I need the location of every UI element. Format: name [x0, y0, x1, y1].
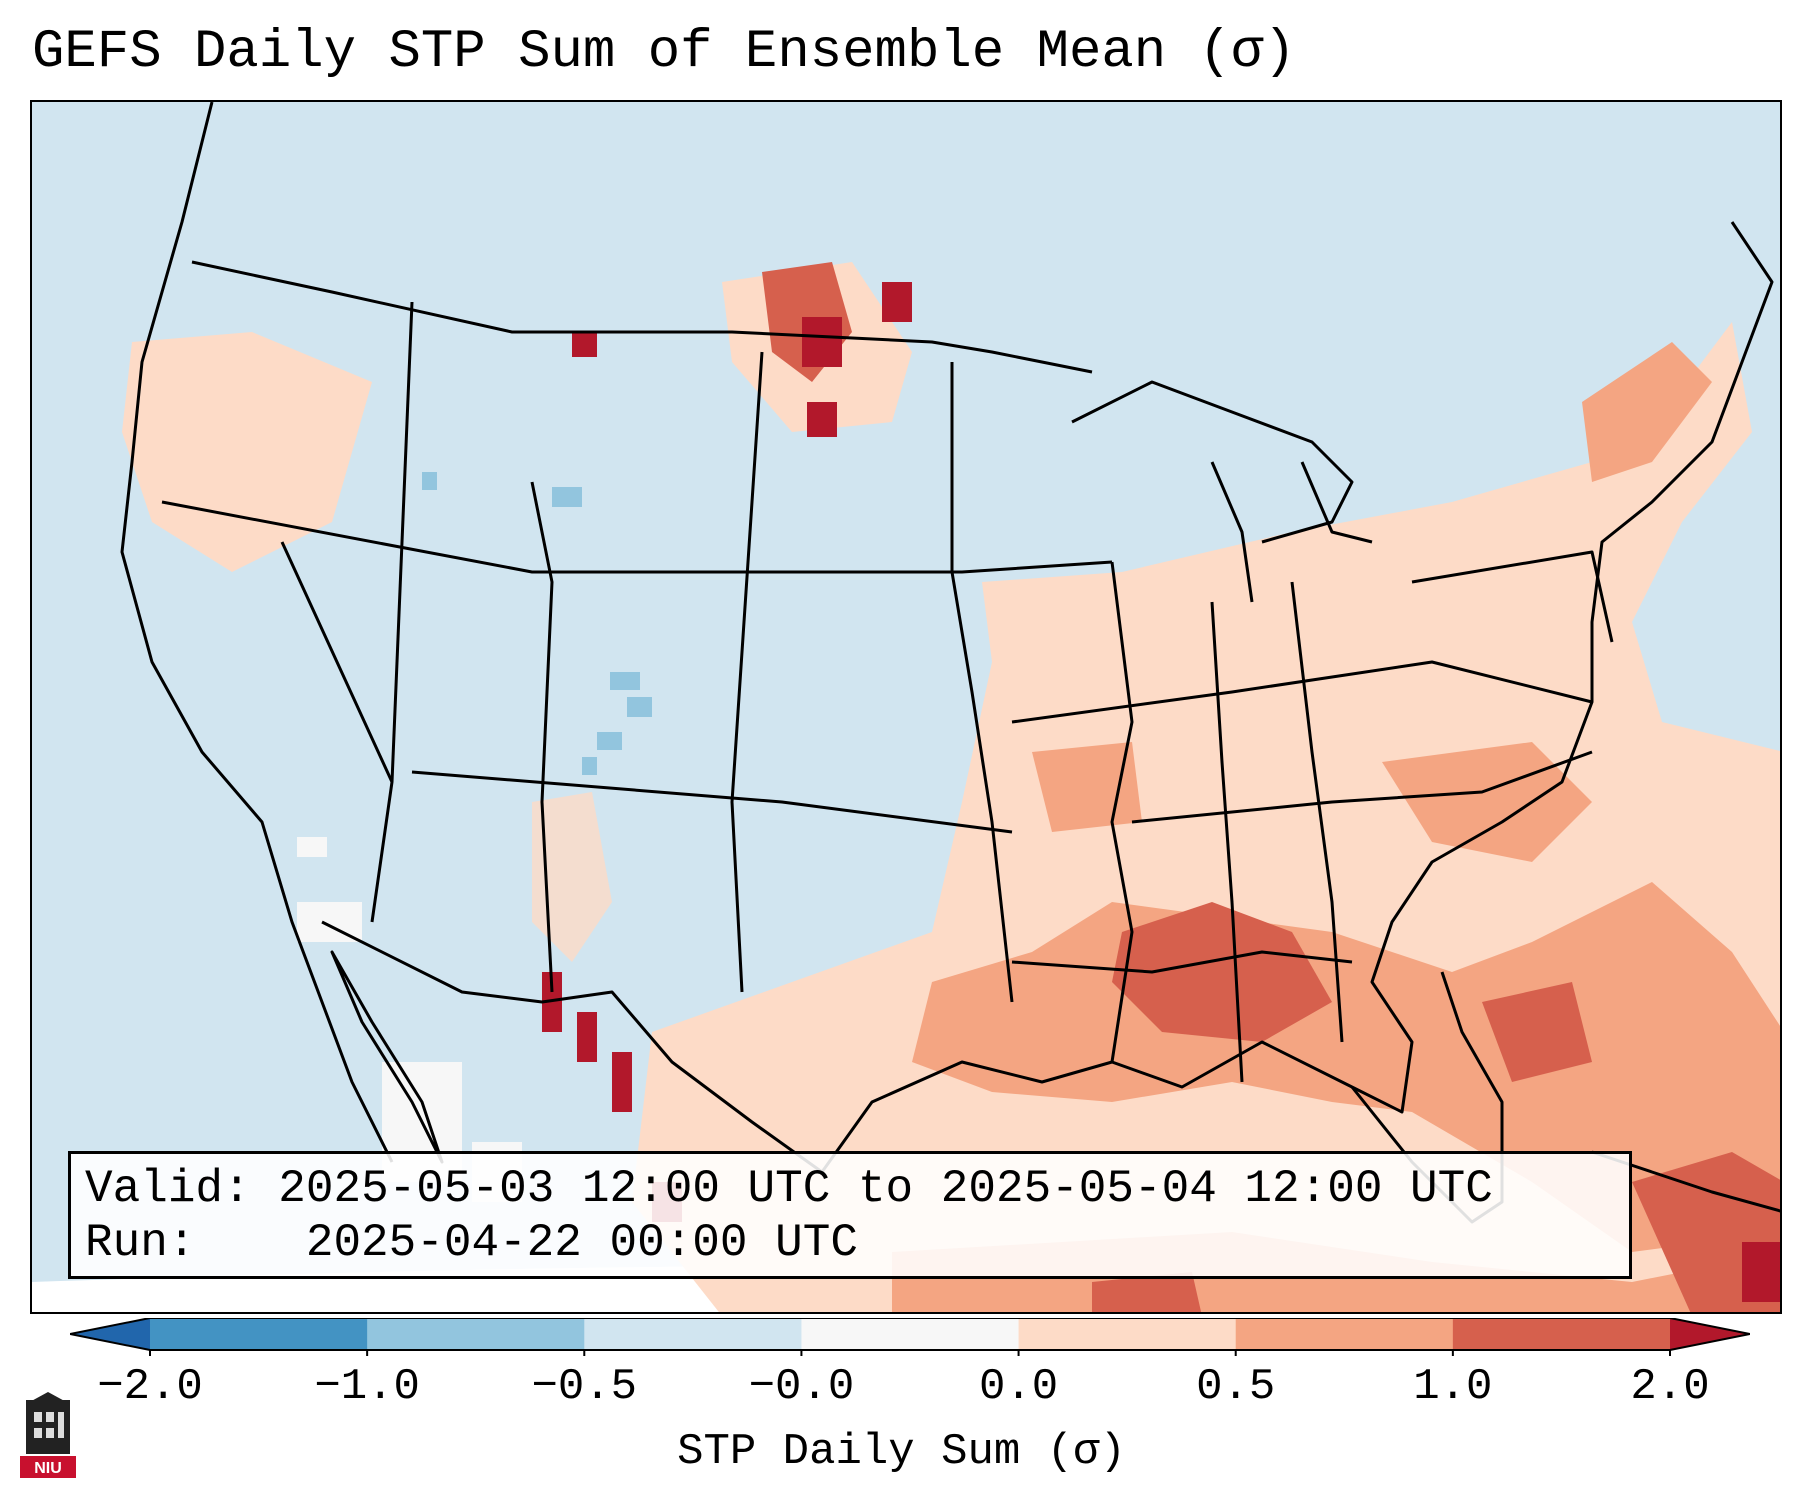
map-panel — [30, 100, 1782, 1314]
valid-run-info-box: Valid: 2025-05-03 12:00 UTC to 2025-05-0… — [68, 1151, 1632, 1279]
valid-time: 2025-05-03 12:00 UTC to 2025-05-04 12:00… — [278, 1163, 1493, 1215]
colorbar-tick-label: 0.5 — [1196, 1362, 1276, 1412]
colorbar-bin — [367, 1318, 585, 1350]
colorbar-outline — [70, 1318, 1750, 1351]
run-label: Run: — [85, 1217, 196, 1269]
niu-logo: NIU — [20, 1392, 76, 1478]
colorbar-tick-label: 0.0 — [978, 1362, 1059, 1412]
colorbar-bin — [1235, 1318, 1454, 1350]
colorbar-bin — [1018, 1318, 1237, 1350]
colorbar-tick-label: −0.5 — [531, 1362, 638, 1412]
stp-negative-spots — [422, 472, 652, 775]
colorbar — [70, 1318, 1750, 1356]
colorbar-tick-label: 2.0 — [1630, 1362, 1710, 1412]
colorbar-extend-below — [70, 1318, 150, 1350]
colorbar-bin — [801, 1318, 1020, 1350]
coastlines-and-borders — [120, 102, 1780, 1224]
valid-label: Valid: — [85, 1163, 251, 1215]
colorbar-tick-label: −0.0 — [748, 1362, 855, 1412]
colorbar-bin — [1452, 1318, 1671, 1350]
colorbar-tick-label: −1.0 — [314, 1362, 420, 1412]
colorbar-extend-above — [1670, 1318, 1750, 1350]
colorbar-bin — [150, 1318, 368, 1350]
colorbar-bins — [149, 1318, 1671, 1356]
run-time: 2025-04-22 00:00 UTC — [305, 1217, 858, 1269]
chart-title: GEFS Daily STP Sum of Ensemble Mean (σ) — [32, 22, 1296, 83]
logo-text: NIU — [34, 1460, 62, 1477]
map-svg — [32, 102, 1780, 1312]
colorbar-label: STP Daily Sum (σ) — [677, 1427, 1126, 1477]
colorbar-bin — [584, 1318, 802, 1350]
colorbar-tick-label: −2.0 — [97, 1362, 203, 1412]
colorbar-tick-label: 1.0 — [1413, 1362, 1493, 1412]
